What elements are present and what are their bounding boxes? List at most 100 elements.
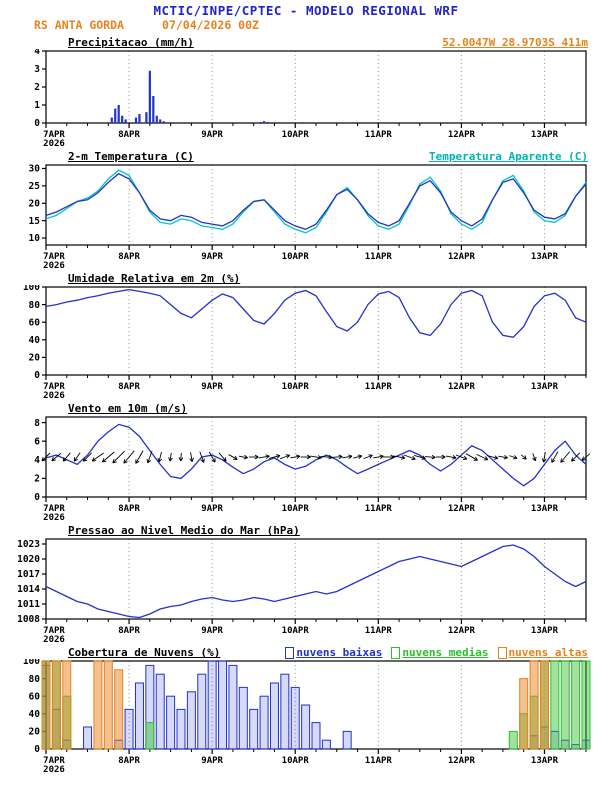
svg-text:1017: 1017 [17,569,40,580]
svg-text:13APR: 13APR [531,382,559,392]
svg-text:60: 60 [29,317,41,328]
svg-text:11APR: 11APR [365,626,393,636]
svg-text:12APR: 12APR [448,252,476,262]
cloud-legend: nuvens baixas nuvens medias nuvens altas [285,646,588,659]
svg-text:0: 0 [34,370,40,381]
rh2m-gridlines [128,287,545,375]
svg-text:8: 8 [34,418,40,429]
svg-text:12APR: 12APR [448,130,476,140]
svg-text:12APR: 12APR [448,756,476,766]
panel-temperature: 2-m Temperatura (C) Temperatura Aparente… [0,147,612,269]
svg-text:2026: 2026 [43,765,65,773]
svg-text:1011: 1011 [17,599,40,610]
precip-gridlines [128,51,545,123]
precipitacao [110,70,304,123]
svg-text:13APR: 13APR [531,626,559,636]
direcao-vento [41,450,591,464]
svg-text:80: 80 [29,674,41,685]
svg-text:2026: 2026 [43,261,65,269]
pressao-nivel-mar [45,544,587,619]
svg-text:10APR: 10APR [282,626,310,636]
svg-text:9APR: 9APR [201,382,223,392]
svg-text:2026: 2026 [43,635,65,643]
panel-title-wind: Vento em 10m (m/s) [68,402,188,415]
svg-text:13APR: 13APR [531,130,559,140]
svg-text:13APR: 13APR [531,252,559,262]
svg-text:2: 2 [34,474,40,485]
panel-clouds: Cobertura de Nuvens (%) nuvens baixas nu… [0,643,612,773]
svg-text:8APR: 8APR [118,504,140,514]
station-coordinates: 52.0047W 28.9703S 411m [442,36,588,49]
svg-text:9APR: 9APR [201,130,223,140]
svg-text:10APR: 10APR [282,756,310,766]
station-header: RS ANTA GORDA 07/04/2026 00Z [0,18,612,33]
temp2m-gridlines [128,165,545,245]
mid-clouds-label: nuvens medias [402,646,489,659]
svg-text:3: 3 [34,64,40,75]
svg-text:2026: 2026 [43,139,65,147]
svg-text:7APR: 7APR [43,252,65,262]
velocidade-vento [45,423,587,487]
svg-text:10: 10 [29,233,41,244]
svg-text:25: 25 [29,181,41,192]
svg-text:20: 20 [29,353,41,364]
svg-text:8APR: 8APR [118,130,140,140]
svg-text:12APR: 12APR [448,382,476,392]
svg-text:7APR: 7APR [43,130,65,140]
svg-text:100: 100 [23,285,40,293]
high-clouds-swatch-icon [497,647,507,659]
svg-text:1: 1 [34,100,40,111]
station-name: RS ANTA GORDA [34,18,125,32]
svg-text:30: 30 [29,164,41,175]
svg-text:0: 0 [34,744,40,755]
panel-humidity: Umidade Relativa em 2m (%) 0 20 40 60 80 100 7… [0,269,612,399]
svg-text:10APR: 10APR [282,130,310,140]
svg-text:8APR: 8APR [118,382,140,392]
svg-text:1020: 1020 [17,554,40,565]
svg-text:2026: 2026 [43,513,65,521]
model-title: MCTIC/INPE/CPTEC - MODELO REGIONAL WRF [153,3,459,18]
svg-text:40: 40 [29,335,41,346]
panel-title-precipitation: Precipitacao (mm/h) [68,36,194,49]
svg-text:12APR: 12APR [448,626,476,636]
svg-text:8APR: 8APR [118,756,140,766]
svg-text:13APR: 13APR [531,756,559,766]
svg-text:10APR: 10APR [282,252,310,262]
panel-title-pressure: Pressao ao Nivel Medio do Mar (hPa) [68,524,300,537]
svg-text:60: 60 [29,691,41,702]
panel-title-humidity: Umidade Relativa em 2m (%) [68,272,241,285]
mid-clouds-swatch-icon [391,647,401,659]
svg-text:7APR: 7APR [43,504,65,514]
panel-precipitation: Precipitacao (mm/h) 52.0047W 28.9703S 41… [0,33,612,147]
svg-text:2: 2 [34,82,40,93]
low-clouds-swatch-icon [285,647,295,659]
svg-text:0: 0 [34,118,40,129]
svg-text:1014: 1014 [17,584,40,595]
svg-text:40: 40 [29,709,41,720]
svg-text:15: 15 [29,216,41,227]
svg-text:80: 80 [29,300,41,311]
legend-mid-clouds: nuvens medias [391,646,489,659]
legend-low-clouds: nuvens baixas [285,646,382,659]
svg-text:20: 20 [29,198,41,209]
svg-text:4: 4 [34,455,40,466]
meteogram-page: MCTIC/INPE/CPTEC - MODELO REGIONAL WRF R… [0,3,612,773]
svg-text:6: 6 [34,436,40,447]
svg-text:8APR: 8APR [118,626,140,636]
svg-text:11APR: 11APR [365,504,393,514]
high-clouds-legend: nuvens altas [497,646,588,659]
svg-text:1008: 1008 [17,614,40,625]
panel-pressure: Pressao ao Nivel Medio do Mar (hPa) 1008… [0,521,612,643]
svg-text:20: 20 [29,727,41,738]
svg-text:7APR: 7APR [43,626,65,636]
svg-text:11APR: 11APR [365,252,393,262]
svg-text:9APR: 9APR [201,504,223,514]
high-clouds-label: nuvens altas [508,646,588,659]
slp-gridlines [128,539,545,619]
svg-text:11APR: 11APR [365,756,393,766]
svg-text:10APR: 10APR [282,382,310,392]
